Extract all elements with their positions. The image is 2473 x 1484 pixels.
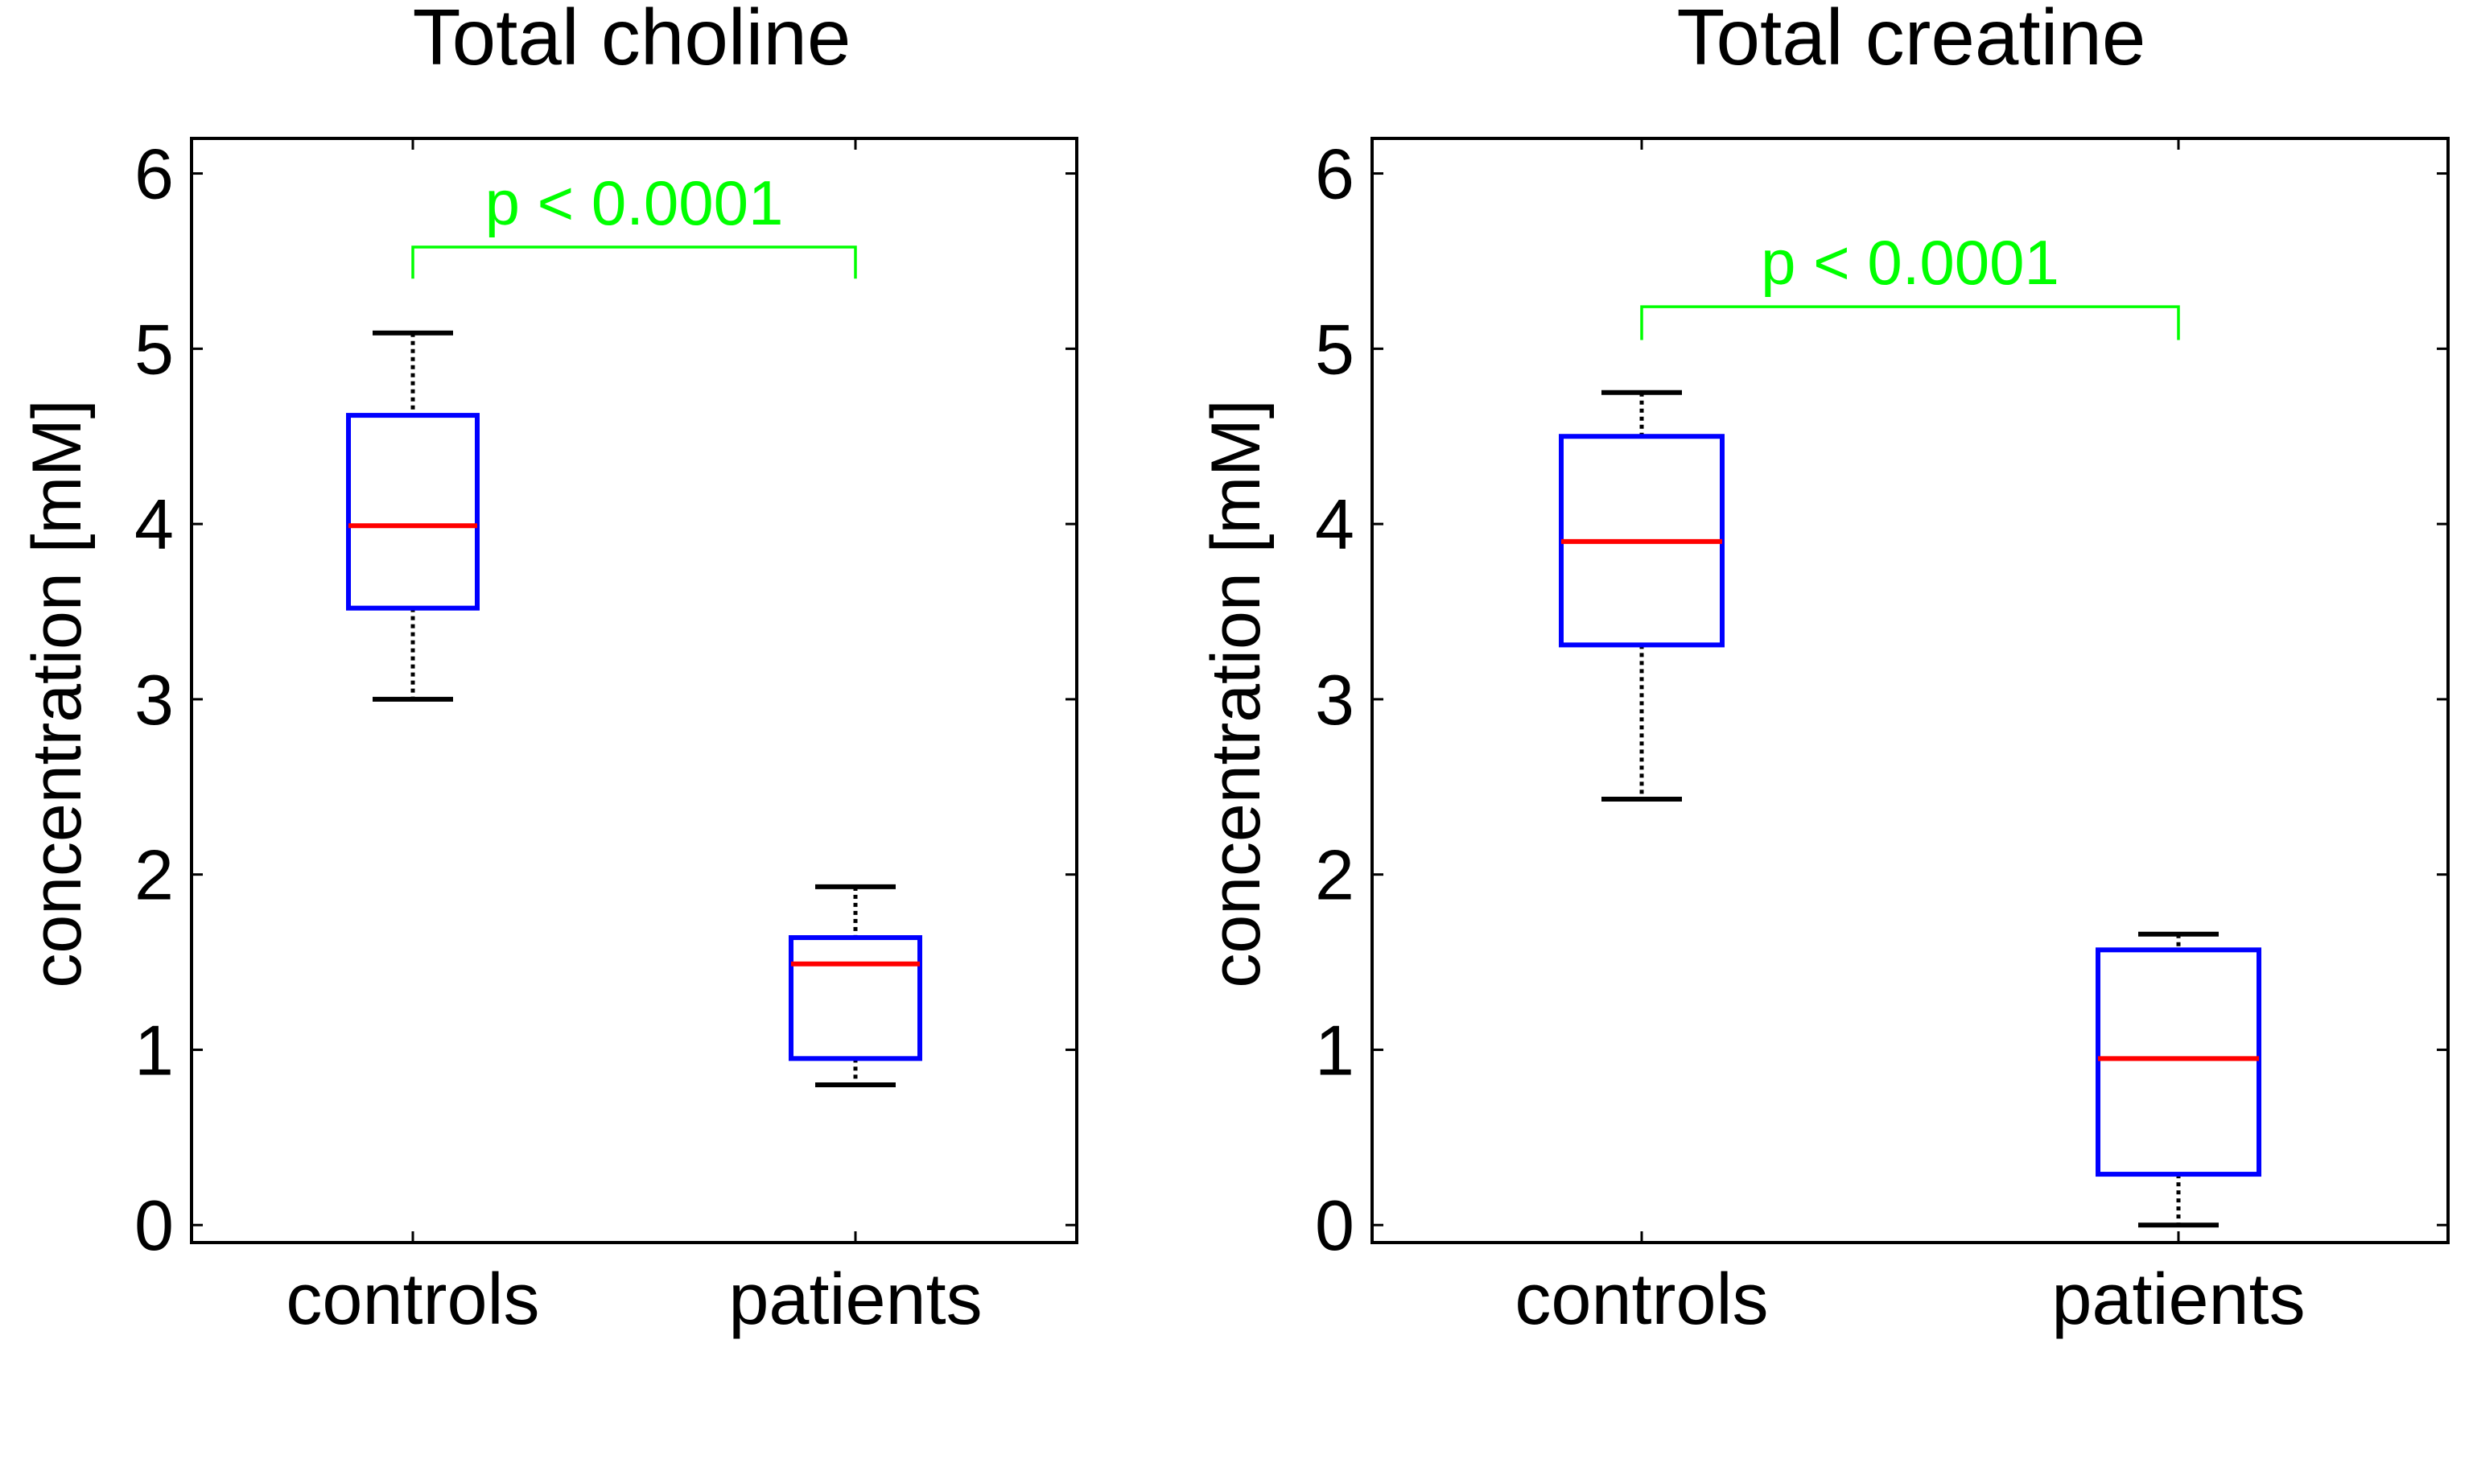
x-tick-label-patients: patients xyxy=(2051,1259,2305,1340)
y-tick-label: 0 xyxy=(1315,1185,1354,1265)
y-tick-label: 2 xyxy=(1315,835,1354,915)
iqr-box xyxy=(2096,947,2261,1177)
y-tick-label: 2 xyxy=(134,835,174,915)
bracket-line xyxy=(1640,305,2180,340)
p-value-label: p < 0.0001 xyxy=(1761,227,2059,298)
y-tick-label: 1 xyxy=(134,1010,174,1090)
iqr-box xyxy=(789,935,922,1061)
y-axis-label: concentration [mM] xyxy=(1197,399,1275,987)
x-tick-label-patients: patients xyxy=(728,1259,982,1340)
y-tick-label: 3 xyxy=(134,660,174,740)
y-tick-label: 4 xyxy=(134,484,174,564)
y-tick-label: 6 xyxy=(134,134,174,214)
box-series xyxy=(1559,390,2261,1228)
significance-bracket: p < 0.0001 xyxy=(411,167,857,279)
bracket-line xyxy=(411,245,857,279)
box-series xyxy=(346,330,922,1087)
box-patients xyxy=(2096,931,2261,1228)
y-tick-label: 1 xyxy=(1315,1010,1354,1090)
axes-frame xyxy=(1370,137,2450,1244)
iqr-box xyxy=(346,413,480,611)
y-ticks: 0 1 2 3 4 5 6 xyxy=(1315,134,2448,1265)
chart-title: Total choline xyxy=(413,0,851,81)
box-patients xyxy=(789,884,922,1087)
chart-title: Total creatine xyxy=(1677,0,2146,81)
p-value-label: p < 0.0001 xyxy=(485,167,784,238)
chart-panel-creatine: Total creatine concentration [mM] 0 1 2 3 4 5… xyxy=(1197,0,2450,1340)
y-tick-label: 4 xyxy=(1315,484,1354,564)
y-ticks: 0 1 2 3 4 5 6 xyxy=(134,134,1077,1265)
box-controls xyxy=(1559,390,1725,802)
y-tick-label: 6 xyxy=(1315,134,1354,214)
y-tick-label: 0 xyxy=(134,1185,174,1265)
y-tick-label: 5 xyxy=(134,309,174,389)
chart-panel-choline: Total choline concentration [mM] 0 1 2 3 4 5 6… xyxy=(19,0,1078,1340)
significance-bracket: p < 0.0001 xyxy=(1640,227,2180,340)
y-tick-label: 3 xyxy=(1315,660,1354,740)
axes-frame xyxy=(190,137,1078,1244)
x-tick-label-controls: controls xyxy=(286,1259,539,1340)
y-tick-label: 5 xyxy=(1315,309,1354,389)
x-tick-label-controls: controls xyxy=(1515,1259,1768,1340)
box-controls xyxy=(346,330,480,702)
y-axis-label: concentration [mM] xyxy=(19,399,96,987)
